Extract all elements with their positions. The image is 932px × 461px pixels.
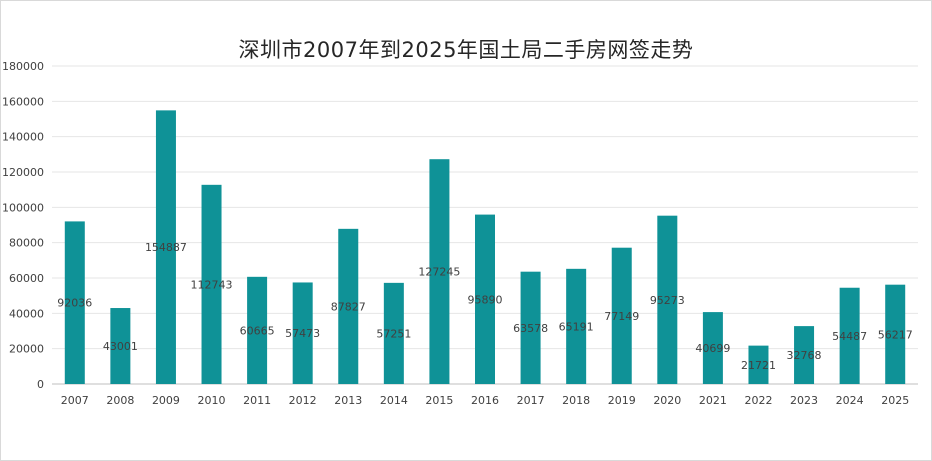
data-label: 56217 bbox=[878, 328, 913, 341]
x-tick-label: 2008 bbox=[106, 394, 134, 407]
x-tick-label: 2013 bbox=[334, 394, 362, 407]
data-label: 57473 bbox=[285, 327, 320, 340]
x-tick-label: 2024 bbox=[836, 394, 864, 407]
data-label: 77149 bbox=[604, 310, 639, 323]
bar bbox=[155, 110, 176, 384]
data-label: 60665 bbox=[240, 324, 275, 337]
bar bbox=[839, 287, 860, 384]
data-label: 63578 bbox=[513, 322, 548, 335]
data-label: 87827 bbox=[331, 300, 366, 313]
bar bbox=[110, 308, 131, 384]
x-tick-label: 2025 bbox=[881, 394, 909, 407]
bar bbox=[657, 215, 678, 384]
x-tick-label: 2021 bbox=[699, 394, 727, 407]
data-label: 43001 bbox=[103, 340, 138, 353]
x-tick-label: 2010 bbox=[198, 394, 226, 407]
x-tick-label: 2015 bbox=[425, 394, 453, 407]
bar bbox=[64, 221, 85, 384]
x-tick-label: 2011 bbox=[243, 394, 271, 407]
y-tick-label: 140000 bbox=[2, 131, 44, 144]
bar bbox=[748, 345, 769, 384]
bar bbox=[520, 271, 541, 384]
y-tick-label: 20000 bbox=[9, 343, 44, 356]
x-tick-label: 2016 bbox=[471, 394, 499, 407]
data-label: 112743 bbox=[191, 278, 233, 291]
data-label: 92036 bbox=[57, 297, 92, 310]
y-tick-label: 180000 bbox=[2, 60, 44, 73]
data-label: 57251 bbox=[376, 327, 411, 340]
y-tick-label: 40000 bbox=[9, 307, 44, 320]
data-label: 54487 bbox=[832, 330, 867, 343]
bar bbox=[429, 159, 450, 384]
bar bbox=[247, 276, 268, 384]
y-axis-ticks: 0 20000 40000 60000 80000 100000 120000 140000 1… bbox=[2, 60, 44, 391]
data-label: 154887 bbox=[145, 241, 187, 254]
y-tick-label: 80000 bbox=[9, 237, 44, 250]
bar bbox=[475, 214, 495, 384]
y-tick-label: 60000 bbox=[9, 272, 44, 285]
data-labels: 92036 43001 154887 112743 60665 57473 87827 572… bbox=[57, 241, 912, 372]
y-tick-label: 160000 bbox=[2, 95, 44, 108]
y-tick-label: 120000 bbox=[2, 166, 44, 179]
data-label: 40699 bbox=[695, 342, 730, 355]
bar bbox=[885, 284, 906, 384]
y-tick-label: 0 bbox=[37, 378, 44, 391]
data-label: 32768 bbox=[787, 349, 822, 362]
x-tick-label: 2017 bbox=[517, 394, 545, 407]
x-tick-label: 2019 bbox=[608, 394, 636, 407]
x-tick-label: 2014 bbox=[380, 394, 408, 407]
chart-title: 深圳市2007年到2025年国土局二手房网签走势 bbox=[238, 38, 694, 62]
x-tick-label: 2007 bbox=[61, 394, 89, 407]
x-axis-ticks: 2007 2008 2009 2010 2011 2012 2013 2014 2015 2016… bbox=[61, 394, 909, 407]
bar bbox=[292, 282, 313, 384]
x-tick-label: 2009 bbox=[152, 394, 180, 407]
x-tick-label: 2020 bbox=[653, 394, 681, 407]
x-tick-label: 2022 bbox=[744, 394, 772, 407]
x-tick-label: 2023 bbox=[790, 394, 818, 407]
bars bbox=[64, 110, 906, 384]
x-tick-label: 2012 bbox=[289, 394, 317, 407]
data-label: 95273 bbox=[650, 294, 685, 307]
bar bbox=[702, 312, 723, 384]
bar bbox=[338, 228, 359, 384]
data-label: 65191 bbox=[559, 320, 594, 333]
data-label: 21721 bbox=[741, 359, 776, 372]
bar bbox=[566, 268, 587, 384]
y-tick-label: 100000 bbox=[2, 201, 44, 214]
bar bbox=[383, 282, 404, 384]
bar bbox=[201, 184, 222, 384]
data-label: 95890 bbox=[468, 293, 503, 306]
x-tick-label: 2018 bbox=[562, 394, 590, 407]
bar bbox=[611, 247, 632, 384]
bar bbox=[794, 326, 815, 384]
data-label: 127245 bbox=[418, 266, 460, 279]
